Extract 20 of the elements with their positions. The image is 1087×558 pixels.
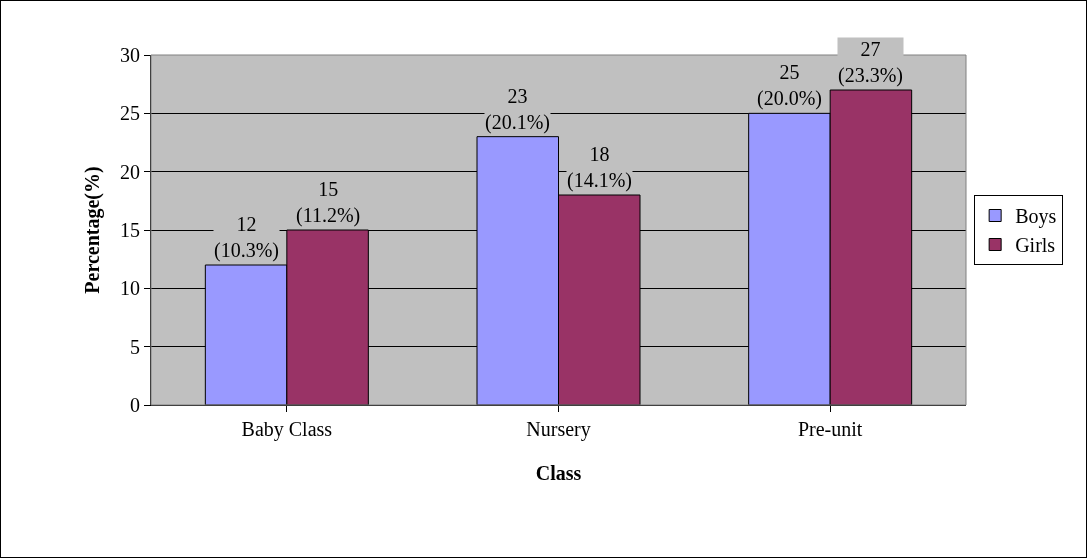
legend-label: Girls	[1015, 234, 1056, 257]
y-tick-label: 15	[120, 219, 140, 241]
data-label: 12 (10.3%)	[214, 213, 279, 262]
x-tick-label: Nursery	[526, 418, 591, 441]
data-label: 15 (11.2%)	[296, 178, 361, 227]
y-tick-label: 30	[120, 44, 140, 66]
y-axis-title: Percentage(%)	[80, 166, 104, 294]
data-label: 25 (20.0%)	[757, 61, 822, 110]
y-tick-label: 0	[130, 394, 140, 416]
data-label: 23 (20.1%)	[485, 85, 550, 134]
x-tick-label: Baby Class	[241, 418, 333, 441]
data-label: 27 (23.3%)	[838, 38, 903, 87]
data-label: 18 (14.1%)	[567, 143, 632, 192]
legend-label: Boys	[1015, 205, 1057, 229]
x-axis-title: Class	[535, 461, 582, 484]
y-tick-label: 20	[120, 160, 140, 183]
y-tick-label: 10	[120, 277, 140, 300]
x-tick-label: Pre-unit	[797, 418, 863, 440]
y-tick-label: 25	[120, 102, 140, 125]
y-tick-label: 5	[130, 335, 140, 358]
